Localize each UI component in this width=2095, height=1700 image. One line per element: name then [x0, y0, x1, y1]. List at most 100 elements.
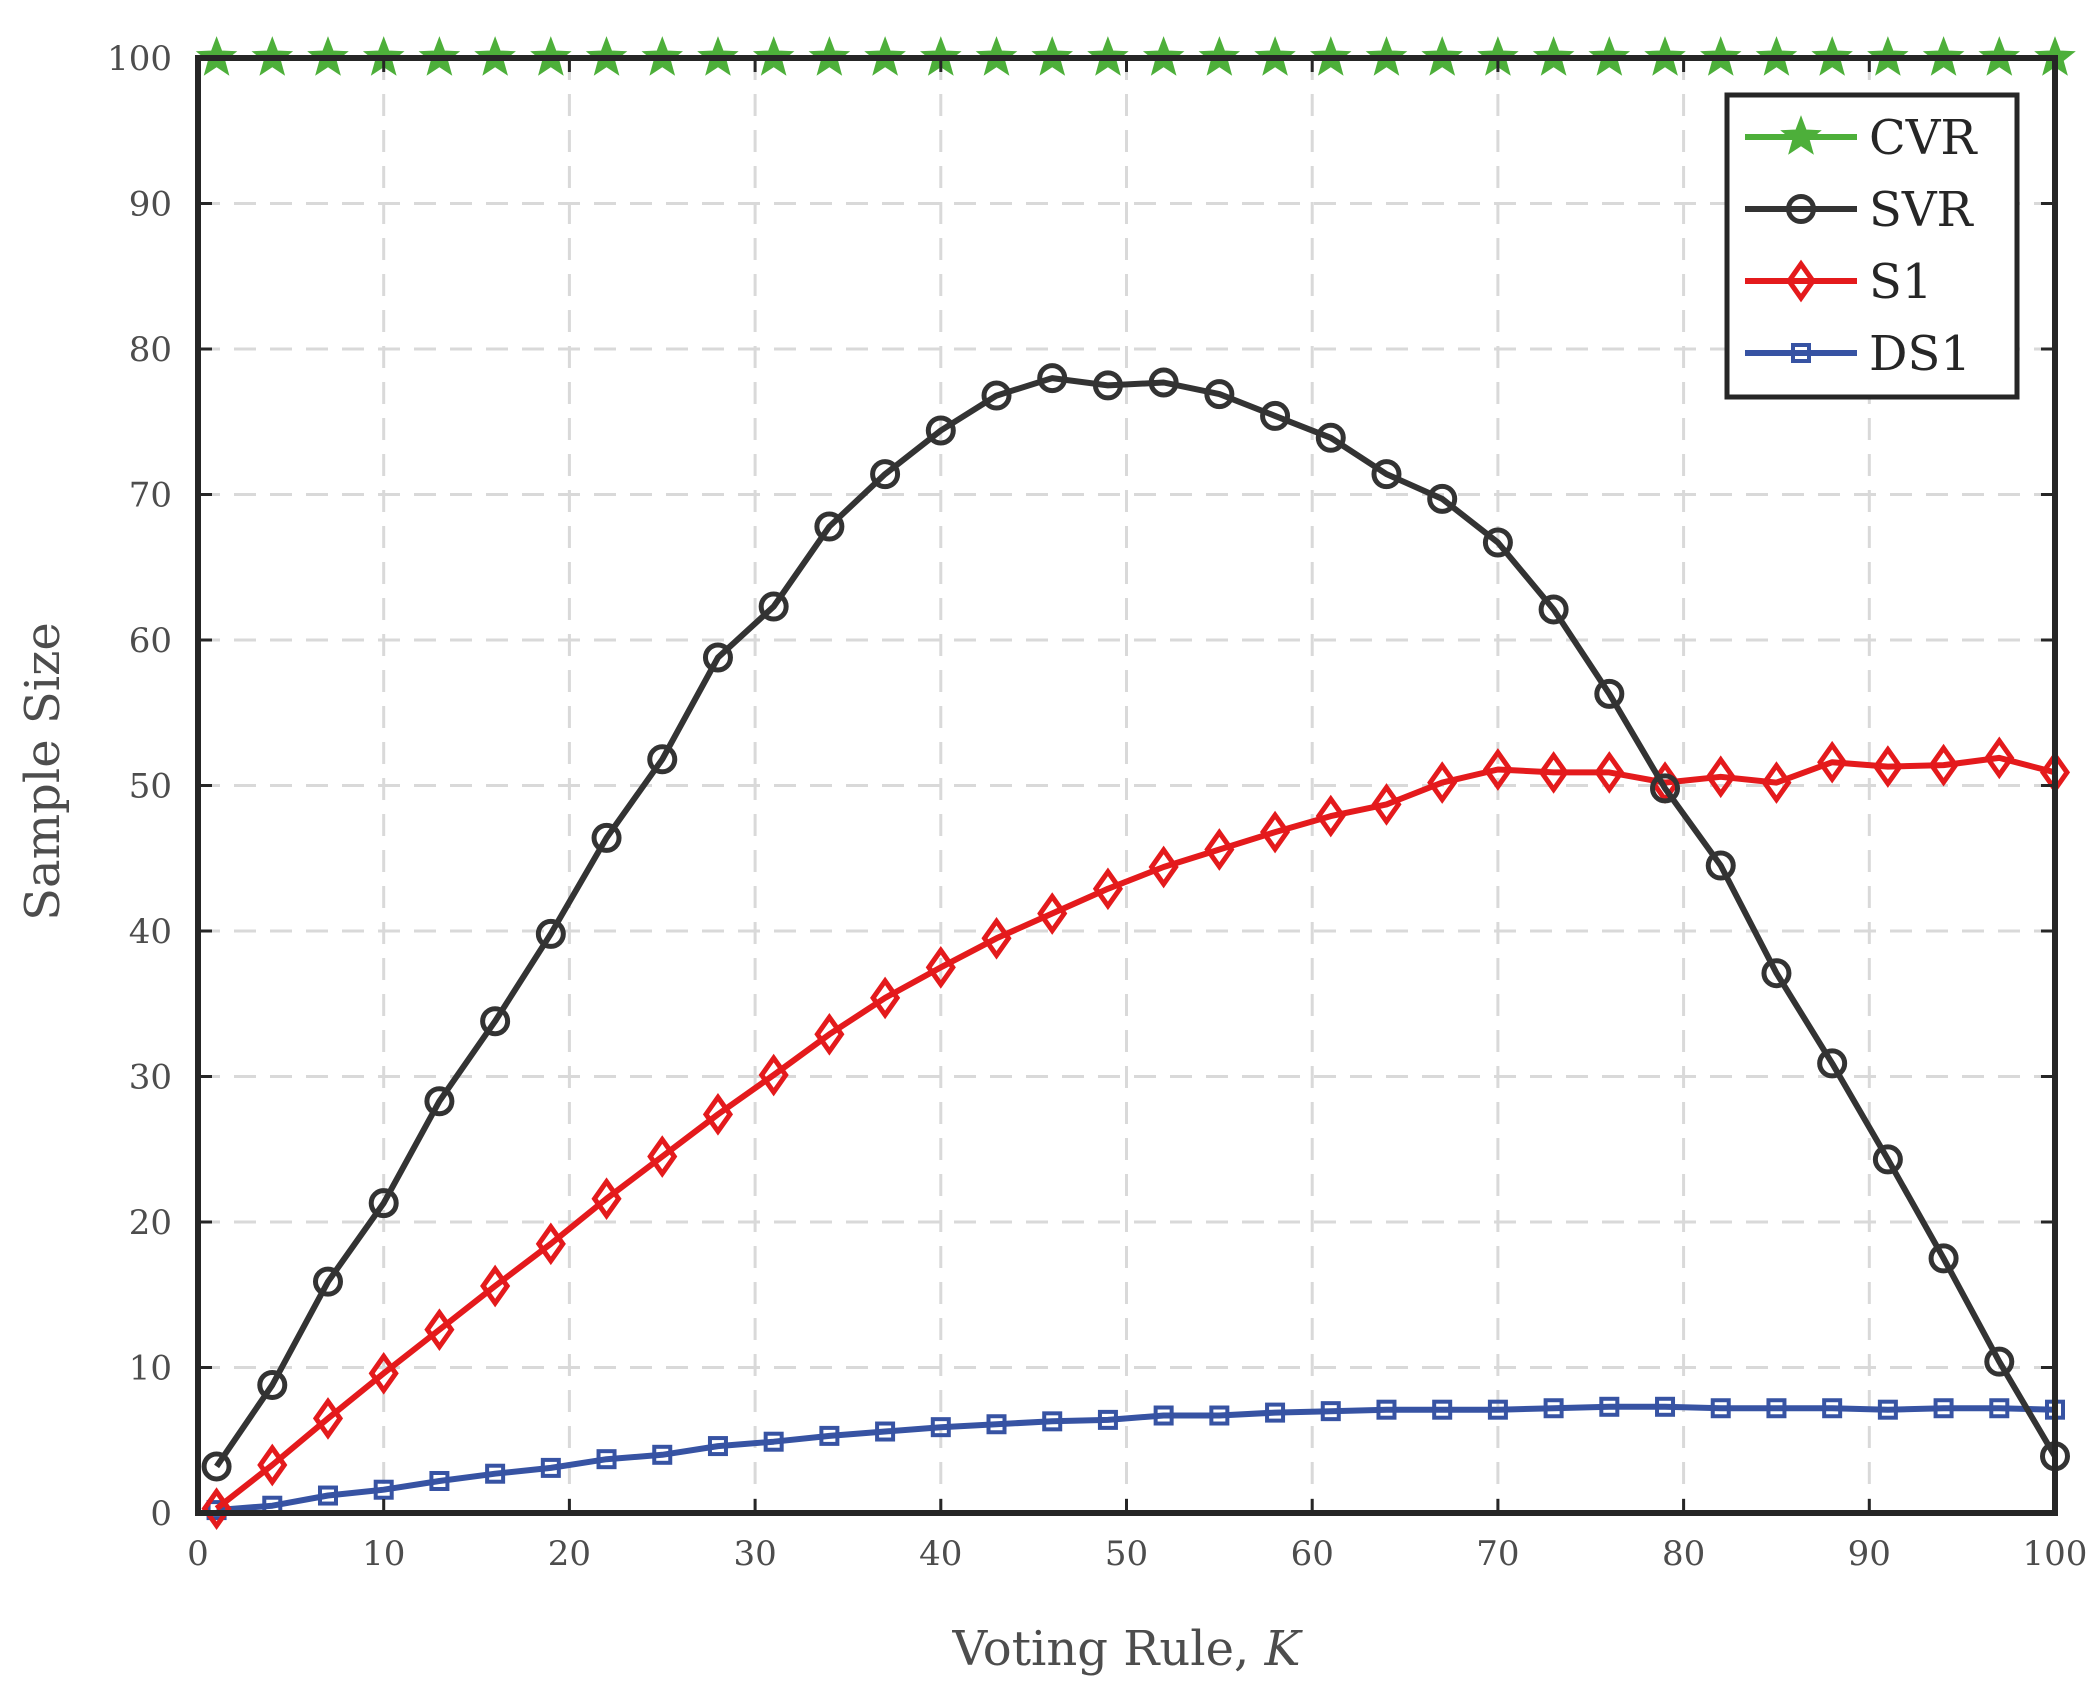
data-point-svr: [1260, 400, 1291, 431]
data-point-ds1: [485, 1463, 506, 1484]
data-point-s1: [1538, 751, 1569, 794]
x-axis-label: Voting Rule, K: [952, 1621, 1304, 1677]
legend-marker-cvr: [1780, 115, 1822, 155]
data-point-ds1: [317, 1485, 338, 1506]
data-point-ds1: [930, 1417, 951, 1438]
data-point-s1: [1928, 743, 1959, 787]
data-point-s1: [1204, 828, 1235, 871]
data-point-ds1: [1710, 1398, 1731, 1419]
data-point-svr: [257, 1369, 288, 1400]
data-point-ds1: [596, 1449, 617, 1470]
data-point-svr: [201, 1451, 232, 1482]
data-point-svr: [1315, 422, 1346, 453]
data-point-s1: [424, 1308, 455, 1352]
data-point-ds1: [429, 1470, 450, 1491]
legend-marker-s1: [1785, 259, 1817, 303]
legend-item-svr: SVR: [1745, 182, 1975, 238]
data-point-s1: [535, 1222, 566, 1266]
legend-marker-ds1: [1791, 343, 1811, 363]
y-tick-label: 30: [129, 1058, 172, 1098]
data-point-ds1: [1766, 1398, 1787, 1419]
data-point-ds1: [1432, 1399, 1453, 1420]
data-point-svr: [702, 642, 733, 673]
data-point-ds1: [1376, 1399, 1397, 1420]
data-point-svr: [1984, 1346, 2015, 1377]
data-point-ds1: [1097, 1409, 1118, 1430]
data-point-svr: [480, 1006, 511, 1037]
data-point-ds1: [540, 1457, 561, 1478]
axis-ticks: 0 10 20 30 40 50 60 70 80 90 100 0 10 20 30 40 50 60 70 80 9…: [107, 39, 2087, 1574]
data-point-s1: [1482, 748, 1513, 791]
data-point-s1: [312, 1397, 344, 1440]
data-point-svr: [1705, 850, 1736, 881]
data-point-ds1: [1153, 1405, 1174, 1426]
data-point-svr: [1427, 483, 1458, 514]
legend-item-s1: S1: [1745, 254, 1932, 310]
data-point-svr: [1092, 370, 1123, 401]
series-line-svr: [214, 375, 2058, 1469]
legend-label: DS1: [1869, 326, 1971, 382]
legend: CVR SVR S1 DS1: [1724, 92, 2020, 400]
data-point-ds1: [763, 1431, 784, 1452]
data-point-s1: [870, 976, 901, 1020]
y-axis-label: Sample Size: [15, 622, 71, 921]
data-point-s1: [1594, 751, 1625, 794]
data-point-svr: [814, 511, 845, 542]
data-point-ds1: [1320, 1401, 1341, 1422]
data-point-s1: [1371, 783, 1402, 826]
y-tick-label: 70: [129, 476, 172, 516]
data-point-s1: [480, 1264, 511, 1308]
legend-item-ds1: DS1: [1745, 326, 1971, 382]
series-ds1: [206, 1396, 2065, 1521]
y-tick-label: 50: [129, 767, 172, 807]
data-point-svr: [1872, 1144, 1903, 1175]
data-point-s1: [702, 1092, 734, 1136]
data-point-s1: [814, 1012, 845, 1056]
data-point-s1: [591, 1177, 622, 1221]
data-point-svr: [535, 918, 566, 949]
data-point-ds1: [819, 1425, 840, 1446]
x-tick-label: 50: [1105, 1534, 1148, 1574]
x-tick-label: 40: [919, 1534, 962, 1574]
data-point-s1: [257, 1443, 288, 1487]
data-point-s1: [1315, 794, 1346, 838]
data-point-ds1: [1209, 1405, 1230, 1426]
series-line-ds1: [216, 1403, 2056, 1514]
x-tick-label: 30: [733, 1534, 776, 1574]
data-point-ds1: [1487, 1399, 1508, 1420]
data-point-svr: [1204, 379, 1235, 410]
y-tick-label: 100: [107, 39, 172, 79]
data-point-ds1: [652, 1444, 673, 1465]
data-point-s1: [925, 946, 956, 989]
data-point-s1: [647, 1135, 678, 1178]
data-point-ds1: [1042, 1411, 1063, 1432]
data-point-s1: [1427, 761, 1458, 804]
data-point-s1: [1817, 740, 1848, 784]
data-point-s1: [758, 1053, 789, 1097]
x-tick-label: 60: [1291, 1534, 1334, 1574]
data-point-svr: [1148, 367, 1179, 398]
y-tick-label: 20: [129, 1203, 172, 1243]
data-point-svr: [1761, 958, 1792, 989]
data-point-ds1: [875, 1421, 896, 1442]
x-tick-label: 80: [1662, 1534, 1705, 1574]
data-point-ds1: [1599, 1396, 1620, 1417]
legend-label: SVR: [1869, 182, 1975, 238]
x-tick-label: 100: [2023, 1534, 2088, 1574]
data-point-s1: [1872, 745, 1903, 788]
data-point-svr: [368, 1188, 399, 1219]
y-tick-label: 80: [129, 330, 172, 370]
data-point-svr: [591, 822, 622, 853]
data-point-svr: [424, 1086, 455, 1117]
legend-marker-svr: [1786, 194, 1816, 224]
data-point-s1: [1984, 736, 2015, 780]
data-point-svr: [1538, 594, 1569, 625]
x-tick-label: 10: [362, 1534, 405, 1574]
data-point-s1: [1037, 892, 1068, 935]
x-tick-label: 0: [187, 1534, 209, 1574]
legend-box: [1724, 92, 2020, 400]
data-point-svr: [1928, 1243, 1959, 1274]
data-point-svr: [1650, 773, 1681, 804]
